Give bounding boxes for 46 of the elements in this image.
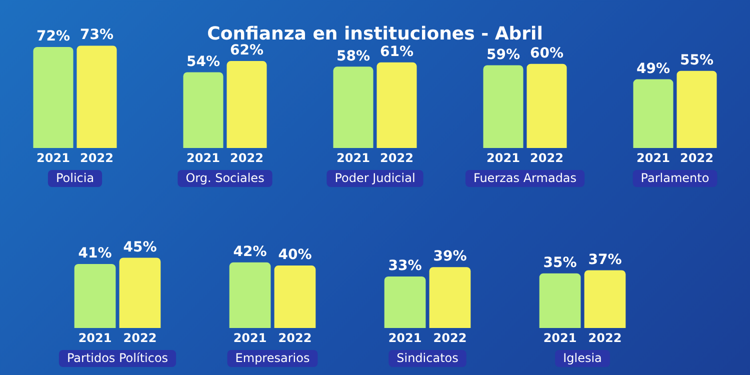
data-label: 39% [433,248,467,265]
series-label: 2022 [80,151,114,166]
data-label: 73% [80,27,114,44]
data-label: 41% [78,246,112,262]
x-tick-label: Sindicatos [396,351,458,366]
data-label: 35% [543,254,577,271]
data-label: 49% [636,60,670,77]
data-label: 72% [36,28,70,45]
series-label: 2022 [123,331,157,346]
text: 2021 [543,331,577,346]
chart-title: Confianza en instituciones - Abril [207,23,543,44]
x-tick-label: Iglesia [563,351,602,366]
data-label: 45% [123,239,157,256]
series-label: 2021 [36,151,70,166]
text: 2022 [530,151,564,166]
series-label: 2021 [78,331,112,346]
data-label: 61% [380,44,414,60]
text: 2021 [636,151,670,166]
text: 2022 [278,331,312,346]
text: 2022 [380,151,414,166]
data-label: 62% [230,42,264,59]
data-label: 58% [336,48,370,64]
text: 2021 [186,151,220,166]
text: 2021 [336,151,370,166]
data-label: 60% [530,45,564,62]
data-label: 54% [186,54,220,70]
x-tick-label: Policia [56,171,94,186]
x-tick-label: Poder Judicial [334,171,416,186]
x-tick-label: Partidos Políticos [66,351,168,366]
text: 2022 [680,151,714,166]
data-label: 55% [680,52,714,68]
x-tick-label: Parlamento [640,171,710,186]
x-tick-label: Fuerzas Armadas [473,171,577,186]
x-tick-label: Org. Sociales [186,171,264,186]
text: 2021 [486,151,520,166]
text: 2021 [388,331,422,346]
data-label: 40% [278,247,312,264]
data-label: 33% [388,258,422,274]
data-label: 59% [486,46,520,63]
text: 2022 [588,331,622,346]
text: 2022 [433,331,467,346]
text: 2021 [233,331,267,346]
text: 2022 [230,151,264,166]
data-label: 37% [588,252,622,268]
data-label: 42% [233,244,267,260]
x-tick-label: Empresarios [235,351,310,366]
